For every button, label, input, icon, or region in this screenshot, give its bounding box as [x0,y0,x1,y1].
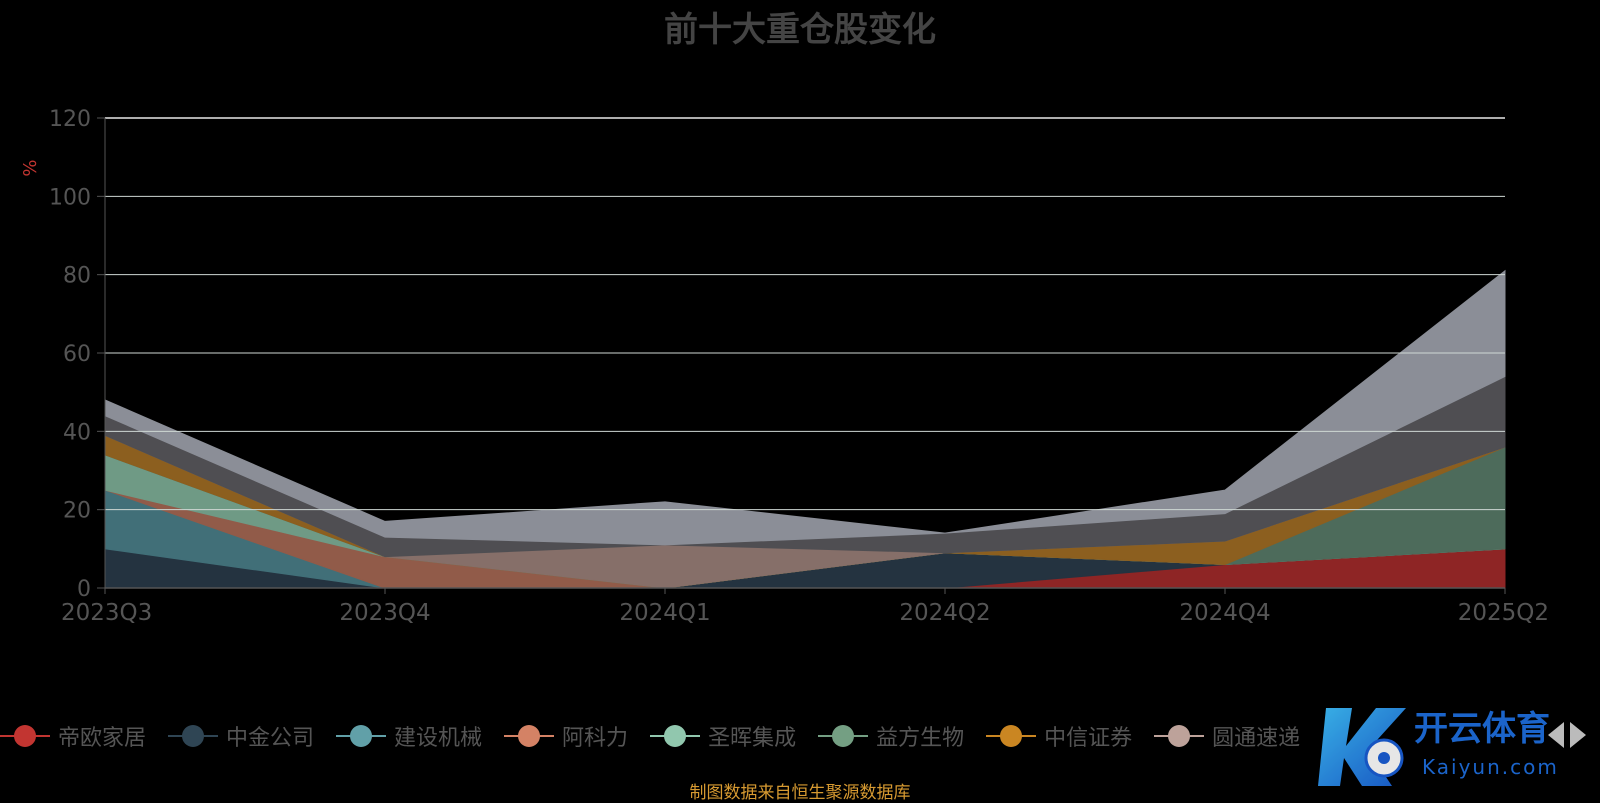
legend-label: 中信证券 [1044,726,1133,751]
x-tick-label: 2023Q3 [61,600,152,626]
grid-layer [105,117,1505,511]
area-series-9 [104,269,1506,546]
area-series-layer [104,269,1506,589]
legend-pager [1548,722,1586,748]
stacked-area-chart: 0 20 40 60 80 100 120 2023Q3 2023Q4 2024Q1 2024Q2 2… [20,107,1549,626]
legend-label: 圣晖集成 [708,726,797,751]
legend-item-3[interactable]: 阿科力 [504,720,628,752]
y-tick-label: 80 [63,264,91,289]
legend-marker-icon [818,724,869,748]
legend-prev-arrow-icon[interactable] [1548,722,1564,748]
legend-item-6[interactable]: 中信证券 [986,720,1132,752]
legend-marker-icon [0,724,50,748]
legend-marker-icon [168,724,219,748]
legend: 帝欧家居 中金公司 建设机械 阿科力 圣晖集成 益方生物 中信证券 圆通速递 [0,718,1600,754]
legend-item-7[interactable]: 圆通速递 [1154,720,1300,752]
y-tick-label: 100 [49,185,91,210]
legend-label: 帝欧家居 [58,726,147,751]
legend-marker-icon [1154,724,1205,748]
legend-label: 建设机械 [394,726,483,751]
x-tick-label: 2024Q2 [899,600,990,626]
legend-item-4[interactable]: 圣晖集成 [650,720,796,752]
legend-label: 圆通速递 [1212,726,1301,751]
legend-item-1[interactable]: 中金公司 [168,720,314,752]
legend-label: 中金公司 [226,726,315,751]
x-tick-label: 2025Q2 [1458,600,1549,626]
kaiyun-logo-watermark: 开云体育 Kaiyun.com [1318,708,1559,786]
legend-item-2[interactable]: 建设机械 [336,720,482,752]
legend-item-0[interactable]: 帝欧家居 [0,720,146,752]
y-tick-label: 0 [77,577,91,602]
y-tick-label: 120 [49,107,91,132]
x-tick-label: 2024Q1 [619,600,710,626]
legend-next-arrow-icon[interactable] [1570,722,1586,748]
legend-marker-icon [650,724,701,748]
axes-layer: 0 20 40 60 80 100 120 2023Q3 2023Q4 2024Q1 2024Q2 2… [20,107,1549,626]
y-tick-label: 20 [63,499,91,524]
legend-label: 益方生物 [876,726,965,751]
legend-marker-icon [336,724,387,748]
x-tick-label: 2024Q4 [1179,600,1270,626]
y-axis-label: % [20,159,41,176]
watermark-brand: 开云体育 [1414,709,1550,749]
legend-label: 阿科力 [562,726,629,751]
source-note: 制图数据来自恒生聚源数据库 [689,783,911,803]
x-tick-label: 2023Q4 [339,600,430,626]
chart-title: 前十大重仓股变化 [664,10,936,50]
legend-item-5[interactable]: 益方生物 [818,720,964,752]
legend-marker-icon [986,724,1037,748]
legend-marker-icon [504,724,555,748]
y-tick-label: 40 [63,420,91,445]
y-tick-label: 60 [63,342,91,367]
watermark-domain: Kaiyun.com [1422,755,1559,779]
